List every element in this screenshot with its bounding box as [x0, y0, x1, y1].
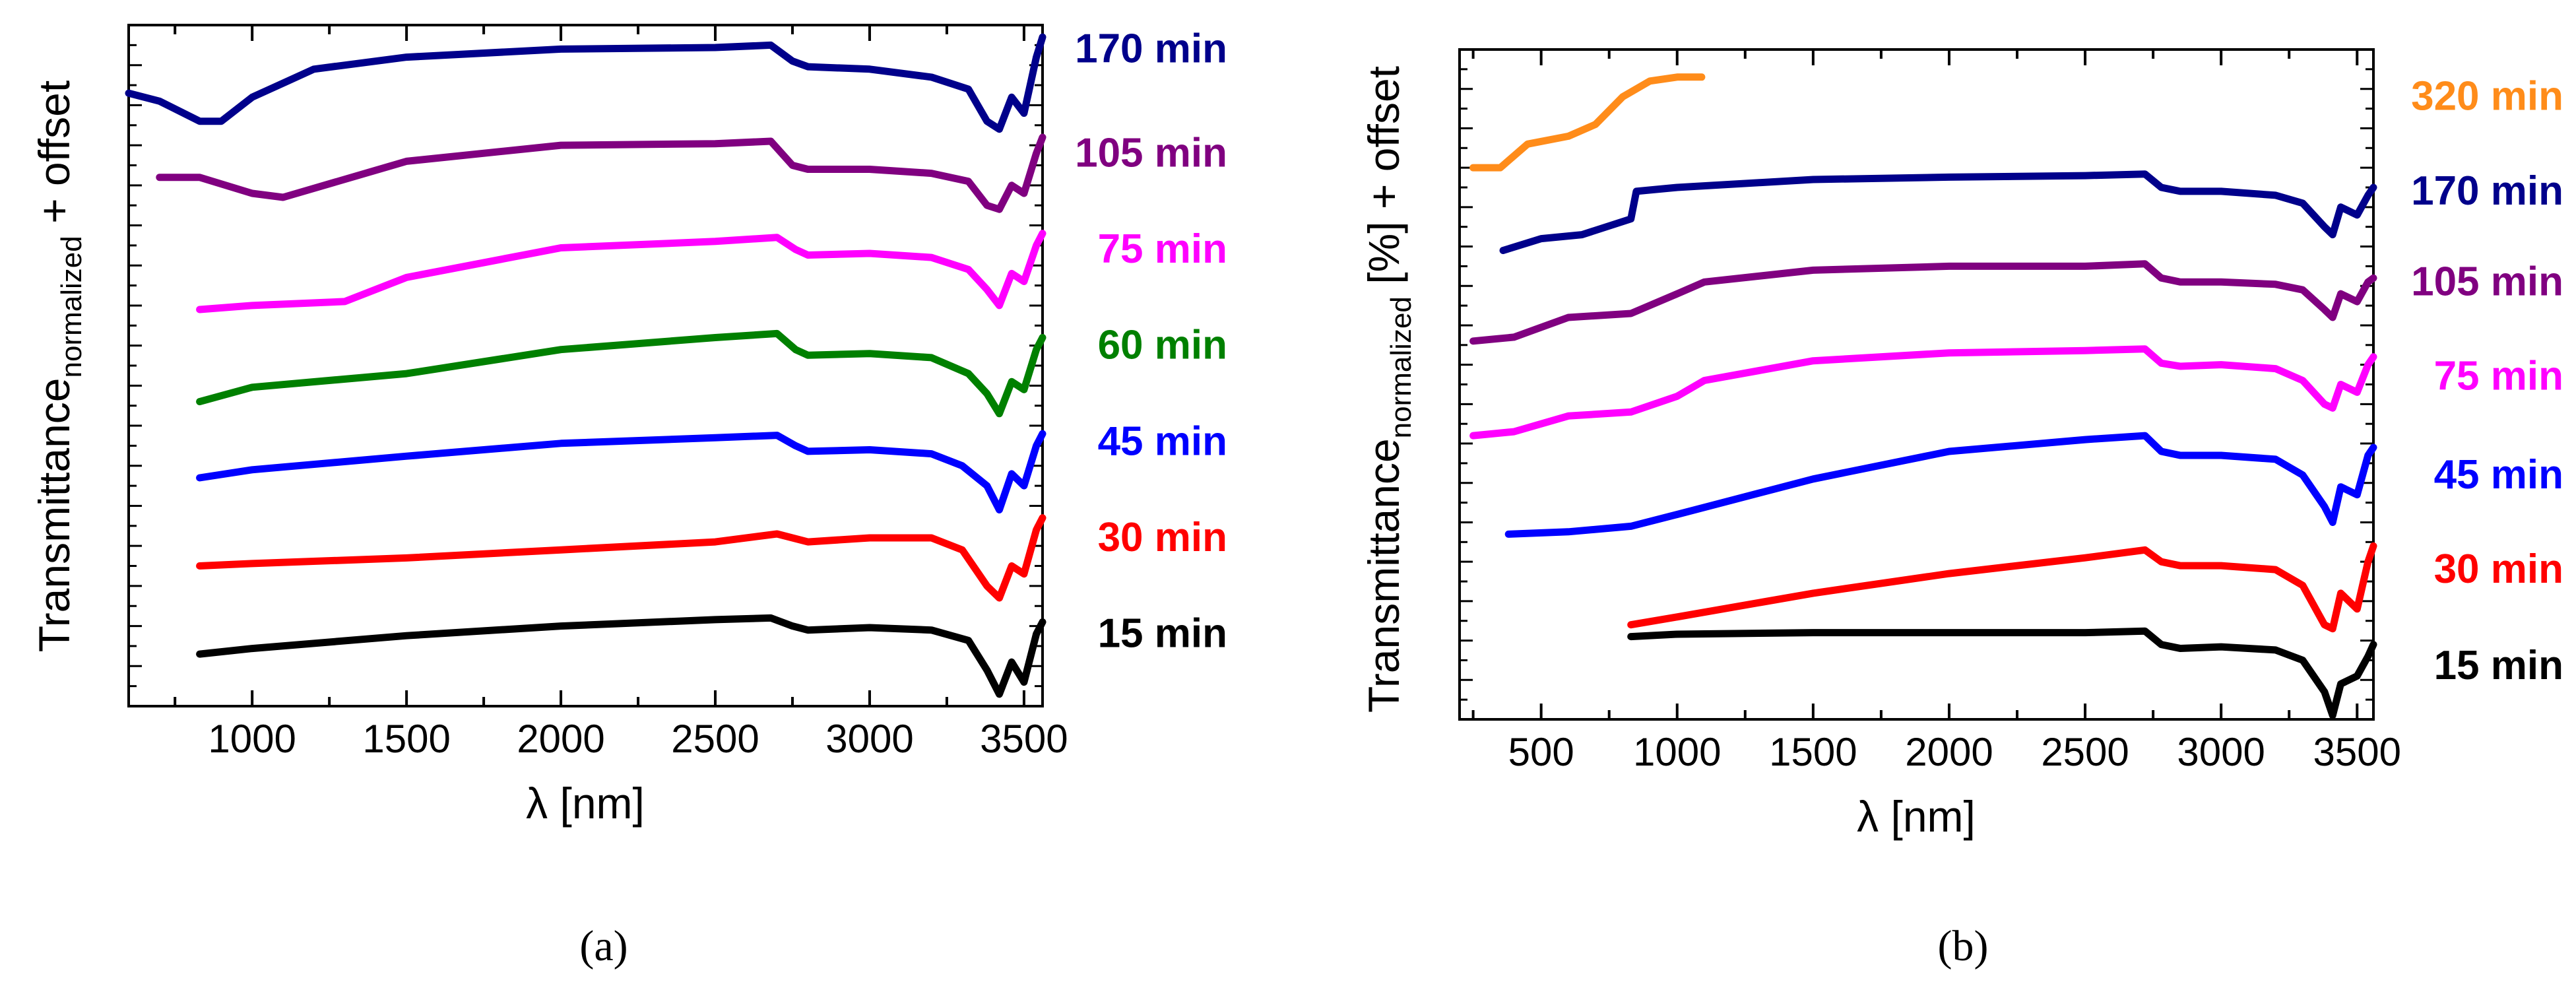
series-line-75-min: [196, 230, 1046, 313]
series-line-75-min: [1469, 345, 2377, 440]
panel-a-y-ticks: [129, 24, 1043, 707]
x-tick-label: 3500: [2313, 730, 2401, 774]
panel-a-caption: (a): [579, 922, 628, 970]
series-line-45-min: [196, 430, 1046, 513]
series-line-105-min: [156, 133, 1046, 213]
series-label: 30 min: [1098, 515, 1227, 560]
series-line-170-min: [125, 33, 1046, 133]
panel-a-series: [125, 33, 1046, 698]
series-line-15-min: [1627, 627, 2377, 719]
series-line-15-min: [196, 614, 1046, 698]
series-label: 170 min: [1075, 26, 1227, 71]
x-tick-label: 1500: [362, 717, 450, 761]
series-label: 30 min: [2434, 546, 2563, 592]
x-tick-label: 3000: [825, 717, 913, 761]
series-line-45-min: [1504, 432, 2377, 538]
panel-a-y-axis-title: Transmittancenormalized + offset: [30, 81, 88, 652]
panel-a: 1000 1500 2000 2500 3000 3500 15 min 30 min 45 …: [30, 24, 1227, 970]
series-line-30-min: [196, 514, 1046, 602]
panel-a-x-ticks: 1000 1500 2000 2500 3000 3500: [174, 25, 1068, 761]
series-line-30-min: [1627, 542, 2377, 633]
series-label: 45 min: [1098, 418, 1227, 464]
series-label: 75 min: [2434, 354, 2563, 399]
x-tick-label: 2500: [2041, 730, 2129, 774]
series-label: 105 min: [1075, 130, 1227, 176]
x-tick-label: 500: [1508, 730, 1574, 774]
series-label: 320 min: [2411, 74, 2563, 119]
x-tick-label: 1000: [208, 717, 296, 761]
x-tick-label: 3500: [980, 717, 1068, 761]
series-label: 170 min: [2411, 168, 2563, 214]
panel-b: 500 1000 1500 2000 2500 3000 3500 15 min 30 min…: [1359, 48, 2563, 970]
series-line-320-min: [1469, 73, 1706, 172]
panel-a-series-labels: 15 min 30 min 45 min 60 min 75 min 105 min 170…: [1075, 26, 1227, 656]
series-line-170-min: [1499, 170, 2377, 254]
series-label: 15 min: [2434, 643, 2563, 688]
panel-b-series: [1469, 73, 2377, 719]
series-label: 105 min: [2411, 259, 2563, 304]
series-line-105-min: [1469, 260, 2377, 345]
panel-b-series-labels: 15 min 30 min 45 min 75 min 105 min 170 min 32…: [2411, 74, 2563, 688]
x-tick-label: 1500: [1769, 730, 1857, 774]
panel-b-x-ticks: 500 1000 1500 2000 2500 3000 3500: [1471, 49, 2401, 774]
series-label: 15 min: [1098, 611, 1227, 657]
panel-b-x-axis-title: λ [nm]: [1857, 792, 1976, 841]
x-tick-label: 3000: [2177, 730, 2265, 774]
panel-b-caption: (b): [1938, 922, 1989, 970]
x-tick-label: 2500: [671, 717, 759, 761]
x-tick-label: 2000: [517, 717, 604, 761]
series-label: 60 min: [1098, 323, 1227, 368]
x-tick-label: 1000: [1633, 730, 1721, 774]
panel-b-y-axis-title: Transmittancenormalized [%] + offset: [1359, 66, 1417, 713]
series-label: 45 min: [2434, 452, 2563, 498]
series-line-60-min: [196, 329, 1046, 418]
series-label: 75 min: [1098, 226, 1227, 272]
panel-a-x-axis-title: λ [nm]: [526, 779, 645, 828]
x-tick-label: 2000: [1905, 730, 1993, 774]
